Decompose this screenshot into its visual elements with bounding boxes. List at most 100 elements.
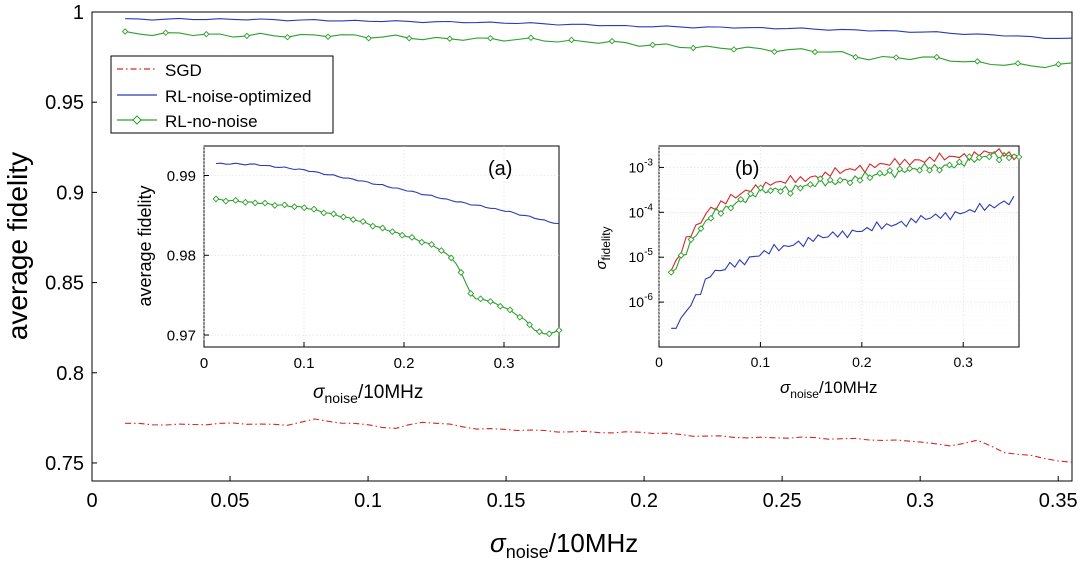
inset-a-marker-rl-no-noise: [281, 201, 289, 209]
inset-b-xtick-label: 0.1: [751, 354, 771, 370]
inset-b-marker-rl-no-noise: [777, 188, 784, 195]
legend-label-sgd: SGD: [165, 61, 202, 80]
inset-b-xlabel: σnoise/10MHz: [780, 378, 878, 401]
main-marker-rl-no-noise: [974, 58, 981, 65]
main-ylabel: average fidelity: [2, 152, 33, 340]
inset-a-panel-label: (a): [488, 158, 512, 180]
inset-a-marker-rl-no-noise: [271, 201, 279, 209]
inset-b-panel-label: (b): [735, 158, 759, 180]
inset-a-xtick-label: 0: [200, 355, 208, 372]
inset-b-marker-rl-no-noise: [747, 190, 755, 198]
inset-a-marker-rl-no-noise: [526, 321, 534, 329]
inset-b-xtick-label: 0.2: [852, 354, 872, 370]
inset-b-marker-rl-no-noise: [1005, 154, 1013, 162]
inset-b-ylabel: σfidelity: [593, 226, 613, 269]
main-marker-rl-no-noise: [1014, 60, 1022, 67]
inset-b-marker-rl-no-noise: [737, 196, 745, 203]
inset-a-marker-rl-no-noise: [320, 209, 328, 217]
inset-b-marker-rl-no-noise: [846, 179, 854, 187]
inset-a-marker-rl-no-noise: [212, 195, 220, 203]
inset-b-ytick-label: 10-5: [629, 247, 654, 265]
main-series-sgd: [125, 418, 1073, 463]
inset-b-marker-rl-no-noise: [856, 176, 864, 184]
main-marker-rl-no-noise: [771, 48, 778, 56]
inset-b-marker-rl-no-noise: [936, 166, 943, 174]
inset-a-marker-rl-no-noise: [300, 204, 308, 212]
inset-a-ytick-label: 0.98: [167, 248, 196, 265]
main-marker-rl-no-noise: [811, 48, 819, 56]
inset-b-marker-rl-no-noise: [707, 214, 715, 222]
main-marker-rl-no-noise: [568, 36, 575, 44]
inset-a-marker-rl-no-noise: [310, 205, 318, 213]
main-xtick-label: 0.35: [1039, 490, 1078, 512]
main-marker-rl-no-noise: [405, 35, 413, 42]
inset-b-marker-rl-no-noise: [985, 153, 993, 161]
main-marker-rl-no-noise: [690, 44, 697, 52]
inset-b-marker-rl-no-noise: [717, 210, 725, 217]
main-xtick-label: 0: [86, 490, 97, 512]
inset-a-ytick-label: 0.97: [167, 327, 196, 344]
inset-a-series-rl-noise-optimized: [215, 162, 560, 225]
inset-b-marker-rl-no-noise: [896, 165, 904, 173]
main-marker-rl-no-noise: [852, 53, 859, 61]
main-marker-rl-no-noise: [933, 53, 940, 61]
main-marker-rl-no-noise: [243, 32, 251, 40]
inset-a-marker-rl-no-noise: [437, 247, 445, 255]
inset-a-marker-rl-no-noise: [428, 241, 436, 248]
inset-b-marker-rl-no-noise: [796, 184, 804, 192]
inset-b-marker-rl-no-noise: [926, 166, 933, 174]
main-xtick-label: 0.05: [211, 490, 250, 512]
inset-a-marker-rl-no-noise: [339, 213, 347, 221]
main-marker-rl-no-noise: [284, 33, 291, 41]
inset-a-xtick-label: 0.1: [294, 355, 315, 372]
inset-a-marker-rl-no-noise: [388, 228, 396, 236]
inset-b-marker-rl-no-noise: [697, 225, 705, 232]
inset-a-marker-rl-no-noise: [486, 298, 494, 305]
inset-b-marker-rl-no-noise: [836, 176, 844, 184]
inset-b-marker-rl-no-noise: [687, 236, 695, 243]
inset-a-marker-rl-no-noise: [477, 295, 485, 303]
inset-a-marker-rl-no-noise: [555, 326, 563, 334]
main-xlabel: σnoise/10MHz: [490, 528, 638, 562]
legend-label-rl-no-noise: RL-no-noise: [165, 112, 258, 131]
inset-b: 0 0.1 0.2 0.3 10-3 10-4 10-5 10-6 (b) σfidelity…: [593, 145, 1023, 401]
inset-a: 0 0.1 0.2 0.3 0.97 0.98 0.99 (a) average fidel…: [135, 145, 563, 406]
inset-a-ytick-label: 0.99: [167, 168, 196, 185]
main-ytick-label: 0.95: [45, 92, 84, 114]
inset-b-marker-rl-no-noise: [816, 175, 824, 183]
inset-b-marker-rl-no-noise: [945, 161, 953, 169]
inset-a-marker-rl-no-noise: [506, 306, 514, 314]
inset-b-marker-rl-no-noise: [906, 165, 914, 173]
inset-b-ytick-label: 10-4: [629, 202, 654, 220]
inset-a-xtick-label: 0.2: [394, 355, 415, 372]
inset-b-marker-rl-no-noise: [975, 154, 983, 162]
inset-b-xtick-label: 0.3: [953, 354, 973, 370]
main-xtick-label: 0.1: [354, 490, 382, 512]
main-marker-rl-no-noise: [446, 35, 454, 42]
inset-b-marker-rl-no-noise: [826, 176, 834, 184]
inset-b-ytick-label: 10-3: [629, 157, 654, 175]
inset-a-marker-rl-no-noise: [349, 216, 357, 224]
inset-a-marker-rl-no-noise: [330, 210, 338, 218]
inset-a-marker-rl-no-noise: [359, 218, 367, 225]
inset-a-marker-rl-no-noise: [379, 224, 387, 232]
main-marker-rl-no-noise: [365, 35, 372, 42]
main-marker-rl-no-noise: [608, 37, 616, 45]
main-marker-rl-no-noise: [487, 34, 494, 42]
inset-b-marker-rl-no-noise: [677, 251, 685, 259]
main-series-rl-no-noise: [125, 30, 1073, 69]
inset-a-marker-rl-no-noise: [535, 328, 543, 336]
inset-b-marker-rl-no-noise: [727, 204, 735, 212]
inset-a-marker-rl-no-noise: [457, 268, 465, 276]
main-marker-rl-no-noise: [730, 46, 738, 53]
inset-b-series-sgd: [670, 147, 1020, 271]
inset-a-marker-rl-no-noise: [447, 254, 455, 262]
inset-b-marker-rl-no-noise: [806, 181, 814, 188]
legend-marker-rl-no-noise: [132, 115, 142, 125]
inset-b-marker-rl-no-noise: [757, 184, 765, 192]
inset-a-marker-rl-no-noise: [496, 302, 504, 310]
main-marker-rl-no-noise: [1055, 60, 1062, 68]
inset-b-marker-rl-no-noise: [886, 167, 894, 175]
main-ytick-label: 0.85: [45, 273, 84, 295]
inset-a-xtick-label: 0.3: [494, 355, 515, 372]
